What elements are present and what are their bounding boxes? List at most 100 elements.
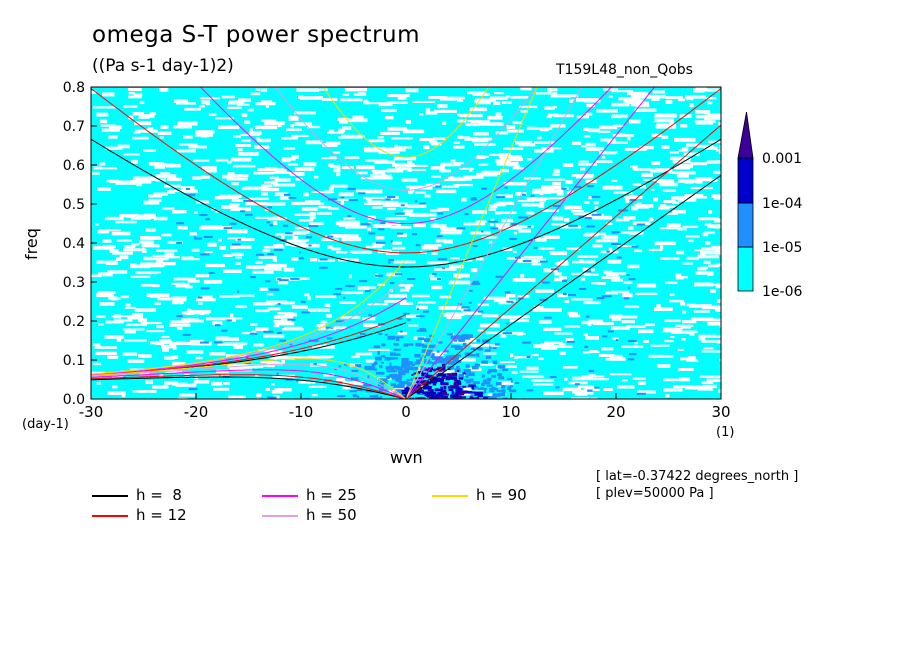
low-power-cell: [537, 357, 544, 361]
low-power-cell: [215, 158, 228, 162]
low-power-cell: [125, 303, 131, 307]
low-power-cell: [559, 351, 566, 355]
low-power-cell: [374, 160, 395, 164]
legend-label: h = 8: [136, 486, 182, 504]
mid-power-cell: [378, 332, 383, 335]
low-power-cell: [274, 178, 291, 182]
mid-power-cell: [319, 258, 328, 261]
high-power-cell: [477, 347, 483, 351]
rossby-wave-curve: [91, 363, 407, 399]
legend-label: h = 25: [306, 486, 357, 504]
mid-power-cell: [631, 245, 639, 248]
low-power-cell: [715, 248, 721, 252]
low-power-cell: [148, 198, 162, 202]
mid-power-cell: [319, 266, 328, 269]
high-power-cell: [501, 389, 506, 393]
high-power-cell: [393, 343, 399, 346]
mid-power-cell: [574, 383, 580, 386]
low-power-cell: [429, 209, 443, 212]
low-power-cell: [462, 136, 470, 139]
low-power-cell: [402, 209, 414, 213]
low-power-cell: [96, 293, 114, 298]
low-power-cell: [108, 125, 122, 130]
mid-power-cell: [308, 225, 319, 228]
mid-power-cell: [584, 345, 589, 348]
low-power-cell: [264, 208, 269, 212]
high-power-cell: [374, 368, 377, 371]
high-power-cell: [379, 389, 387, 392]
low-power-cell: [438, 371, 443, 374]
low-power-cell: [215, 210, 220, 213]
high-power-cell: [389, 373, 398, 378]
low-power-cell: [109, 180, 133, 184]
low-power-cell: [598, 353, 615, 357]
mid-power-cell: [193, 236, 197, 239]
low-power-cell: [627, 137, 631, 141]
low-power-cell: [363, 100, 370, 105]
low-power-cell: [352, 251, 373, 254]
high-power-cell: [422, 366, 427, 370]
low-power-cell: [588, 128, 600, 133]
low-power-cell: [386, 207, 396, 211]
low-power-cell: [718, 122, 721, 126]
mid-power-cell: [340, 196, 345, 199]
low-power-cell: [177, 397, 188, 399]
high-power-cell: [406, 386, 409, 390]
mid-power-cell: [333, 293, 341, 296]
low-power-cell: [252, 302, 275, 306]
low-power-cell: [201, 166, 217, 170]
low-power-cell: [500, 315, 524, 319]
low-power-cell: [393, 156, 417, 161]
low-power-cell: [254, 125, 278, 130]
low-power-cell: [384, 147, 406, 152]
low-power-cell: [339, 120, 348, 124]
high-power-cell: [393, 385, 400, 389]
low-power-cell: [311, 394, 319, 397]
low-power-cell: [395, 167, 412, 171]
mid-power-cell: [414, 200, 418, 203]
mid-power-cell: [267, 206, 273, 209]
mid-power-cell: [388, 261, 391, 264]
low-power-cell: [306, 207, 317, 210]
low-power-cell: [142, 149, 157, 152]
peak-power-cell: [450, 385, 456, 388]
high-power-cell: [471, 365, 479, 370]
low-power-cell: [199, 295, 213, 300]
low-power-cell: [514, 356, 532, 359]
low-power-cell: [443, 178, 466, 182]
low-power-cell: [423, 145, 430, 150]
colorbar-segment: [737, 157, 754, 204]
high-power-cell: [395, 338, 400, 341]
low-power-cell: [663, 327, 683, 330]
low-power-cell: [377, 283, 385, 286]
high-power-cell: [482, 339, 490, 343]
low-power-cell: [166, 177, 183, 182]
low-power-cell: [611, 317, 622, 321]
high-power-cell: [398, 370, 403, 374]
high-power-cell: [454, 355, 460, 360]
low-power-cell: [277, 281, 289, 285]
low-power-cell: [272, 258, 278, 262]
low-power-cell: [176, 341, 185, 344]
low-power-cell: [720, 139, 721, 144]
low-power-cell: [194, 132, 214, 137]
high-power-cell: [389, 352, 396, 356]
low-power-cell: [323, 373, 335, 377]
low-power-cell: [695, 110, 710, 114]
low-power-cell: [624, 305, 640, 308]
mid-power-cell: [562, 187, 567, 190]
low-power-cell: [634, 342, 639, 345]
high-power-cell: [358, 388, 363, 392]
low-power-cell: [153, 192, 168, 196]
mid-power-cell: [478, 310, 484, 313]
low-power-cell: [247, 108, 255, 112]
high-power-cell: [422, 386, 432, 390]
low-power-cell: [262, 249, 271, 253]
low-power-cell: [557, 293, 568, 298]
low-power-cell: [719, 145, 721, 149]
high-power-cell: [414, 361, 421, 365]
mid-power-cell: [616, 256, 622, 259]
low-power-cell: [397, 331, 408, 335]
low-power-cell: [453, 141, 461, 144]
low-power-cell: [378, 103, 393, 107]
